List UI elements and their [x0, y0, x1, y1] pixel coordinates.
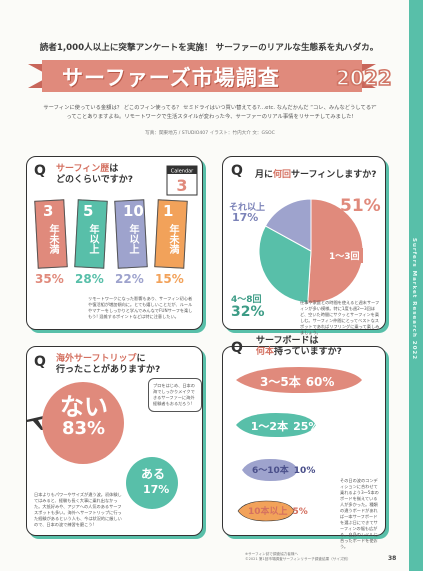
surfboard-pct: 25%	[293, 420, 320, 433]
footer-line-2: ©2021 第1回市場調査サーフィンリサーチ調査結果（サイズ別）	[245, 557, 351, 561]
q4-question: サーフボードは 何本持っていますか?	[256, 336, 342, 358]
surfboard	[242, 459, 298, 481]
q2-highlight: 何回	[273, 170, 292, 180]
tenure-card-text: 年以上	[87, 224, 98, 254]
title-banner	[28, 60, 376, 92]
surfboard-label: 6〜10本 10%	[252, 463, 315, 476]
calendar-icon: Calendar 3	[166, 165, 198, 196]
page-number: 38	[388, 555, 397, 562]
q3-note: 日本よりもパワーやサイズが違う波。初体験してはみると、経験も長く大事に乗れ出なか…	[34, 492, 122, 527]
tenure-card-number: 10	[123, 202, 144, 220]
tenure-card-text: 年以上	[127, 224, 138, 254]
tenure-card-pct: 15%	[155, 272, 184, 286]
no-circle	[42, 382, 124, 464]
pie-pct-4-8: 32%	[231, 304, 265, 320]
pie-label-4-8: 4〜8回	[231, 295, 262, 305]
yes-label: ある	[141, 467, 166, 481]
side-text: Surfers Market Research 2022	[411, 238, 417, 361]
intro-line-1: サーフィンに使っている金額は？ どこのフィン使ってる？ セミドライはいつ買い替え…	[43, 105, 377, 111]
footer-notes: ※サーフィン誌で調査協力者様へ ©2021 第1回市場調査サーフィンリサーチ調査…	[245, 552, 351, 562]
q1-suffix: は	[109, 164, 119, 174]
q2-suffix: サーフィンしますか?	[291, 170, 377, 180]
surfboard-shape	[242, 459, 298, 481]
q3-highlight: 海外サーフトリップ	[56, 354, 137, 364]
tenure-card-number: 3	[43, 202, 54, 220]
q3-suffix: に	[136, 354, 146, 364]
tenure-card-pct: 35%	[35, 272, 64, 286]
tenure-card-text: 年未満	[47, 224, 58, 254]
pie-slice	[264, 198, 312, 252]
q1-note: リモートワークになった影響もあり、サーフィン初心者や復活組が増加傾向に。とても嬉…	[88, 296, 193, 319]
page-title: サーファーズ市場調査	[62, 66, 280, 90]
pie-pct-1-3: 51%	[340, 196, 381, 216]
surfboard-pct: 5%	[292, 507, 308, 517]
q4-line1: サーフボードは	[256, 336, 319, 346]
footer-line-1: ※サーフィン誌で調査協力者様へ	[245, 552, 299, 556]
tenure-card-pct: 22%	[115, 272, 144, 286]
surfboard	[237, 500, 295, 522]
lead-text: 読者1,000人以上に突撃アンケートを実施！ サーファーのリアルな生態系を丸ハダ…	[39, 43, 379, 53]
speech-bubble: プロをはじめ、日本の海でしっかりメイクできるサーファーに海外経験者もおるだろう!	[148, 378, 202, 412]
q3-line2: 行ったことがありますか?	[56, 365, 161, 375]
calendar-label: Calendar	[171, 169, 194, 175]
trip-bubbles	[42, 382, 178, 509]
calendar-number: 3	[176, 176, 187, 195]
surfboard-shape	[237, 500, 295, 522]
q4-note: その日の波のコンディションに合わせて乗れるよう3〜5本のボードを揃えている人が多…	[340, 478, 379, 549]
title-year: 2022	[335, 65, 392, 91]
q2-q-mark: Q	[231, 163, 243, 179]
credit-line: 写真：関東地方 / STUDIO407 イラスト：竹内大介 文：GSOC	[145, 131, 275, 136]
intro-line-2: ってことありますよね。リモートワークで生活スタイルが変わった今、サーファーのリア…	[66, 114, 354, 120]
yes-circle	[126, 457, 178, 509]
surfboard-count: 3〜5本	[260, 375, 301, 389]
q2-question: 月に何回サーフィンしますか?	[255, 170, 377, 181]
q1-q-mark: Q	[34, 163, 46, 179]
no-pct: 83%	[62, 418, 106, 439]
surfboard-label: 1〜2本 25%	[251, 418, 320, 434]
q2-prefix: 月に	[255, 170, 274, 180]
surfboard-count: 6〜10本	[252, 466, 289, 476]
pie-pct-more: 17%	[232, 211, 259, 224]
q4-suffix: 持っていますか?	[274, 347, 342, 357]
surfboard-shape	[236, 367, 362, 393]
q2-note: 仕事や家庭との時間を使えると週末サーフィンが多い模様。特に1度も週2〜3回ほど、…	[300, 300, 380, 335]
q1-highlight: サーフィン歴	[56, 164, 110, 174]
pie-slice	[258, 225, 312, 304]
side-strip	[409, 0, 423, 571]
surfboard-label: 10本以上 5%	[248, 504, 308, 517]
tenure-card-text: 年未満	[167, 224, 178, 254]
banner-body	[42, 60, 362, 92]
no-label: ない	[60, 393, 108, 421]
q3-question: 海外サーフトリップに 行ったことがありますか?	[56, 354, 160, 376]
surfboard-pct: 60%	[305, 375, 335, 389]
yes-pct: 17%	[143, 483, 170, 496]
tenure-card-number: 1	[163, 202, 174, 220]
q3-q-mark: Q	[34, 354, 46, 370]
surfboard-label: 3〜5本 60%	[260, 373, 334, 390]
pie-label-1-3: 1〜3回	[326, 248, 363, 263]
surfboard	[236, 413, 316, 437]
q4-q-mark: Q	[231, 340, 243, 356]
surfboard	[236, 367, 362, 393]
q4-highlight: 何本	[256, 347, 275, 357]
q1-question: サーフィン歴は どのくらいですか?	[56, 164, 133, 186]
surfboard-pct: 10%	[293, 466, 316, 476]
tenure-card-pct: 28%	[75, 272, 104, 286]
q1-line2: どのくらいですか?	[56, 175, 133, 185]
surfboard-shape	[236, 413, 316, 437]
frequency-pie-chart	[258, 198, 364, 304]
surfboard-count: 10本以上	[248, 507, 288, 517]
pie-label-more: それ以上	[229, 203, 266, 213]
surfboard-count: 1〜2本	[250, 420, 289, 433]
tenure-card-number: 5	[83, 202, 94, 220]
intro-text: サーフィンに使っている金額は？ どこのフィン使ってる？ セミドライはいつ買い替え…	[40, 104, 380, 122]
